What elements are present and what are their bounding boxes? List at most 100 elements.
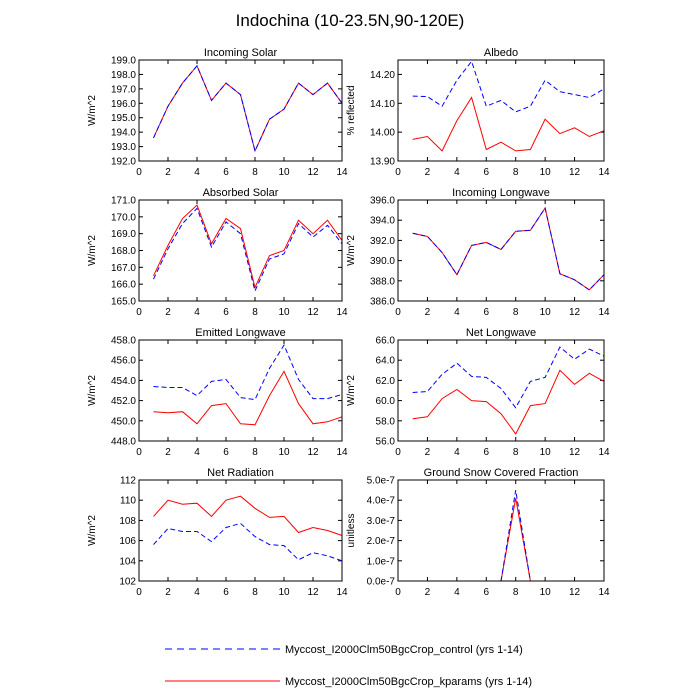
series-line-control	[412, 206, 605, 291]
y-tick-label: 5.0e-7	[367, 476, 396, 487]
x-tick-label: 6	[223, 447, 229, 458]
series-line-control	[153, 522, 343, 562]
y-tick-label: 456.0	[111, 356, 136, 367]
x-tick-label: 2	[425, 447, 431, 458]
x-tick-label: 4	[454, 167, 460, 178]
y-tick-label: 394.0	[370, 216, 395, 227]
chart-panel: Net Radiation 0 2 4 6 8 10 12 14 102 104 106 108 110 1…	[87, 467, 348, 598]
y-tick-label: 388.0	[370, 276, 395, 287]
x-tick-label: 2	[165, 447, 171, 458]
series-line-kparams	[153, 495, 343, 536]
x-tick-label: 4	[194, 447, 200, 458]
y-tick-label: 3.0e-7	[367, 516, 396, 527]
x-tick-label: 10	[278, 587, 290, 598]
x-tick-label: 12	[569, 167, 581, 178]
y-tick-label: 396.0	[370, 196, 395, 207]
series-line-kparams	[412, 498, 604, 582]
y-tick-label: 102	[119, 577, 136, 588]
y-tick-label: 66.0	[376, 336, 396, 347]
x-tick-label: 4	[194, 167, 200, 178]
panels-group: Incoming Solar 0 2 4 6 8 10 12 14 192.0 193.0 194.0…	[87, 47, 610, 598]
y-tick-label: 392.0	[370, 236, 395, 247]
plot-frame	[397, 199, 605, 302]
plot-frame	[138, 339, 343, 442]
legend: Myccost_I2000Clm50BgcCrop_control (yrs 1…	[165, 644, 532, 688]
y-tick-label: 166.0	[111, 280, 136, 291]
y-tick-label: 0.0e-7	[367, 577, 396, 588]
x-tick-label: 4	[454, 587, 460, 598]
x-tick-label: 6	[484, 587, 490, 598]
y-tick-label: 13.90	[370, 157, 395, 168]
chart-panel: Absorbed Solar 0 2 4 6 8 10 12 14 165.0 166.0 167.0…	[87, 187, 348, 318]
panel-title: Incoming Solar	[204, 47, 278, 59]
x-tick-label: 2	[425, 307, 431, 318]
y-tick-label: 112	[120, 476, 136, 487]
plot-frame	[138, 479, 343, 582]
y-axis-label: W/m^2	[346, 375, 357, 406]
x-tick-label: 12	[569, 447, 581, 458]
x-tick-label: 0	[395, 167, 401, 178]
x-tick-label: 8	[513, 587, 519, 598]
chart-panel: Incoming Solar 0 2 4 6 8 10 12 14 192.0 193.0 194.0…	[87, 47, 348, 178]
x-tick-label: 12	[307, 307, 319, 318]
x-tick-label: 8	[252, 587, 258, 598]
x-tick-label: 6	[484, 307, 490, 318]
y-tick-label: 56.0	[376, 437, 396, 448]
y-tick-label: 458.0	[111, 336, 136, 347]
y-tick-label: 2.0e-7	[367, 536, 396, 547]
y-tick-label: 62.0	[376, 376, 396, 387]
plot-frame	[397, 339, 605, 442]
x-tick-label: 14	[598, 307, 610, 318]
x-tick-label: 14	[336, 447, 348, 458]
x-tick-label: 4	[194, 587, 200, 598]
x-tick-label: 14	[598, 167, 610, 178]
x-tick-label: 8	[252, 307, 258, 318]
x-tick-label: 8	[252, 167, 258, 178]
y-tick-label: 390.0	[370, 256, 395, 267]
figure-title: Indochina (10-23.5N,90-120E)	[236, 11, 465, 30]
x-tick-label: 6	[223, 167, 229, 178]
y-tick-label: 58.0	[376, 416, 396, 427]
x-tick-label: 8	[513, 307, 519, 318]
legend-kparams-label: Myccost_I2000Clm50BgcCrop_kparams (yrs 1…	[285, 676, 532, 688]
panel-title: Net Radiation	[207, 467, 274, 479]
x-tick-label: 6	[484, 447, 490, 458]
x-tick-label: 10	[540, 167, 552, 178]
y-tick-label: 386.0	[370, 297, 395, 308]
y-tick-label: 165.0	[111, 297, 136, 308]
y-axis-label: unitless	[346, 514, 357, 548]
y-tick-label: 199.0	[111, 56, 136, 67]
y-tick-label: 108	[119, 516, 136, 527]
y-tick-label: 4.0e-7	[367, 496, 396, 507]
y-tick-label: 106	[119, 536, 136, 547]
panel-title: Ground Snow Covered Fraction	[424, 467, 579, 479]
x-tick-label: 4	[454, 307, 460, 318]
x-tick-label: 12	[307, 167, 319, 178]
y-tick-label: 454.0	[111, 376, 136, 387]
x-tick-label: 0	[136, 167, 142, 178]
y-tick-label: 1.0e-7	[367, 556, 396, 567]
x-tick-label: 10	[278, 447, 290, 458]
y-tick-label: 168.0	[111, 246, 136, 257]
x-tick-label: 12	[307, 587, 319, 598]
chart-panel: Net Longwave 0 2 4 6 8 10 12 14 56.0 58.0 60.0 62.0 6…	[346, 327, 610, 458]
y-tick-label: 452.0	[111, 396, 136, 407]
y-tick-label: 167.0	[111, 263, 136, 274]
y-tick-label: 450.0	[111, 416, 136, 427]
x-tick-label: 14	[336, 587, 348, 598]
panel-title: Incoming Longwave	[452, 187, 550, 199]
series-line-kparams	[412, 96, 605, 152]
x-tick-label: 12	[307, 447, 319, 458]
series-line-control	[153, 344, 343, 401]
x-tick-label: 2	[165, 167, 171, 178]
x-tick-label: 10	[278, 307, 290, 318]
x-tick-label: 2	[165, 587, 171, 598]
y-axis-label: W/m^2	[87, 515, 98, 546]
legend-control-label: Myccost_I2000Clm50BgcCrop_control (yrs 1…	[285, 644, 523, 656]
series-line-kparams	[153, 370, 343, 426]
x-tick-label: 8	[252, 447, 258, 458]
y-axis-label: W/m^2	[87, 235, 98, 266]
x-tick-label: 14	[336, 167, 348, 178]
series-line-kparams	[412, 369, 605, 435]
